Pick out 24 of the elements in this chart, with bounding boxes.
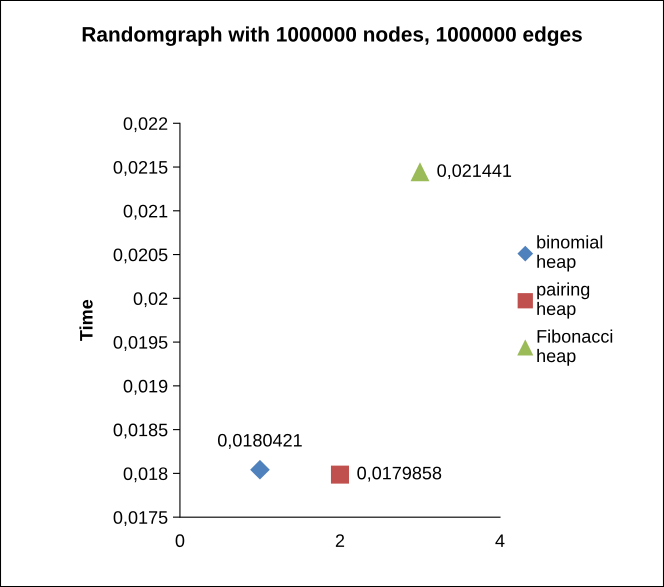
y-tick-label: 0,0215: [114, 160, 168, 176]
y-tick-label: 0,0175: [114, 511, 168, 526]
chart-title: Randomgraph with 1000000 nodes, 1000000 edges: [82, 26, 582, 46]
y-tick-label: 0,019: [124, 380, 168, 395]
point: [330, 466, 349, 484]
data-label: 0,0179858: [357, 466, 442, 482]
y-tick-label: 0,0195: [114, 336, 168, 351]
y-tick-label: 0,0205: [114, 248, 168, 264]
x-tick-label: 0: [176, 534, 184, 548]
data-label: 0,0180421: [218, 434, 302, 449]
legend-label: pairing heap: [537, 282, 590, 319]
y-tick-label: 0,0185: [114, 424, 168, 438]
point: [410, 163, 430, 182]
y-tick-label: 0,018: [124, 467, 168, 482]
y-axis-title: Time: [79, 300, 93, 341]
x-tick-label: 2: [336, 534, 344, 547]
y-tick-label: 0,021: [124, 204, 168, 220]
legend-label: Fibonacci heap: [537, 329, 612, 366]
y-tick-label: 0,022: [124, 117, 168, 132]
y-tick-label: 0,02: [134, 292, 168, 308]
data-label: 0,021441: [437, 164, 512, 180]
point: [250, 460, 270, 480]
x-tick-label: 4: [495, 534, 504, 547]
legend-label: binomial heap: [537, 235, 602, 272]
